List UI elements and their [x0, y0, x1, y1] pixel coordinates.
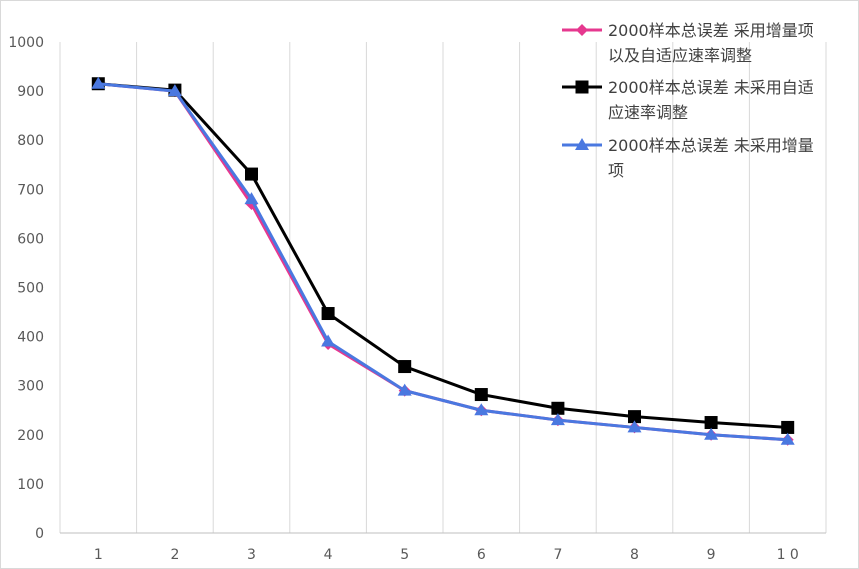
x-tick-label: 1 — [94, 547, 103, 563]
data-point-triangle — [550, 413, 565, 426]
x-tick-label: 1 0 — [777, 547, 799, 563]
data-point-triangle — [704, 427, 719, 440]
legend-label: 项 — [608, 161, 624, 180]
data-point-triangle — [780, 432, 795, 445]
legend-label: 2000样本总误差 未采用自适 — [608, 78, 814, 97]
series-line — [98, 82, 788, 429]
data-point-square — [321, 307, 335, 321]
y-tick-label: 100 — [17, 477, 44, 493]
y-tick-label: 600 — [17, 231, 44, 247]
data-point-triangle — [321, 334, 336, 347]
legend-label: 以及自适应速率调整 — [608, 46, 752, 65]
x-tick-label: 8 — [630, 547, 639, 563]
data-point-square — [628, 410, 641, 424]
data-point-diamond — [576, 24, 588, 36]
y-tick-label: 300 — [17, 379, 44, 395]
data-point-square — [398, 360, 412, 374]
x-tick-label: 9 — [707, 547, 716, 563]
y-tick-label: 800 — [17, 133, 44, 149]
grid-lines — [136, 42, 827, 533]
y-tick-label: 700 — [17, 182, 44, 198]
series-triangle — [91, 76, 795, 445]
data-point-square — [575, 80, 589, 94]
y-axis-tick-labels: 0 100 200 300 400 500 600 700 800 900 1000 — [8, 35, 44, 542]
data-point-triangle — [397, 383, 412, 396]
axes — [59, 42, 826, 534]
x-tick-label: 5 — [400, 547, 409, 563]
data-point-square — [781, 420, 795, 434]
x-tick-label: 4 — [324, 547, 333, 563]
data-point-triangle — [244, 192, 259, 205]
y-tick-label: 1000 — [8, 35, 44, 51]
series-line — [98, 82, 788, 442]
data-point-triangle — [575, 138, 589, 150]
data-point-square — [551, 401, 565, 415]
legend-label: 2000样本总误差 采用增量项 — [608, 21, 814, 40]
y-tick-label: 900 — [17, 84, 44, 100]
y-tick-label: 400 — [17, 330, 44, 346]
x-tick-label: 3 — [247, 547, 256, 563]
legend-label: 应速率调整 — [608, 103, 688, 122]
legend-label: 2000样本总误差 未采用增量 — [608, 136, 814, 155]
data-point-triangle — [627, 420, 642, 433]
y-tick-label: 0 — [35, 526, 44, 542]
x-axis-tick-labels: 1 2 3 4 5 6 7 8 9 1 0 — [94, 547, 799, 563]
x-tick-label: 6 — [477, 547, 486, 563]
data-point-square — [474, 388, 488, 402]
series — [91, 76, 795, 446]
data-point-square — [704, 416, 718, 430]
x-tick-label: 2 — [170, 547, 179, 563]
data-point-triangle — [167, 84, 182, 97]
y-tick-label: 500 — [17, 281, 44, 297]
data-point-triangle — [474, 403, 489, 416]
y-tick-label: 200 — [17, 428, 44, 444]
data-point-square — [245, 167, 258, 181]
data-point-triangle — [91, 76, 106, 89]
x-tick-label: 7 — [553, 547, 562, 563]
